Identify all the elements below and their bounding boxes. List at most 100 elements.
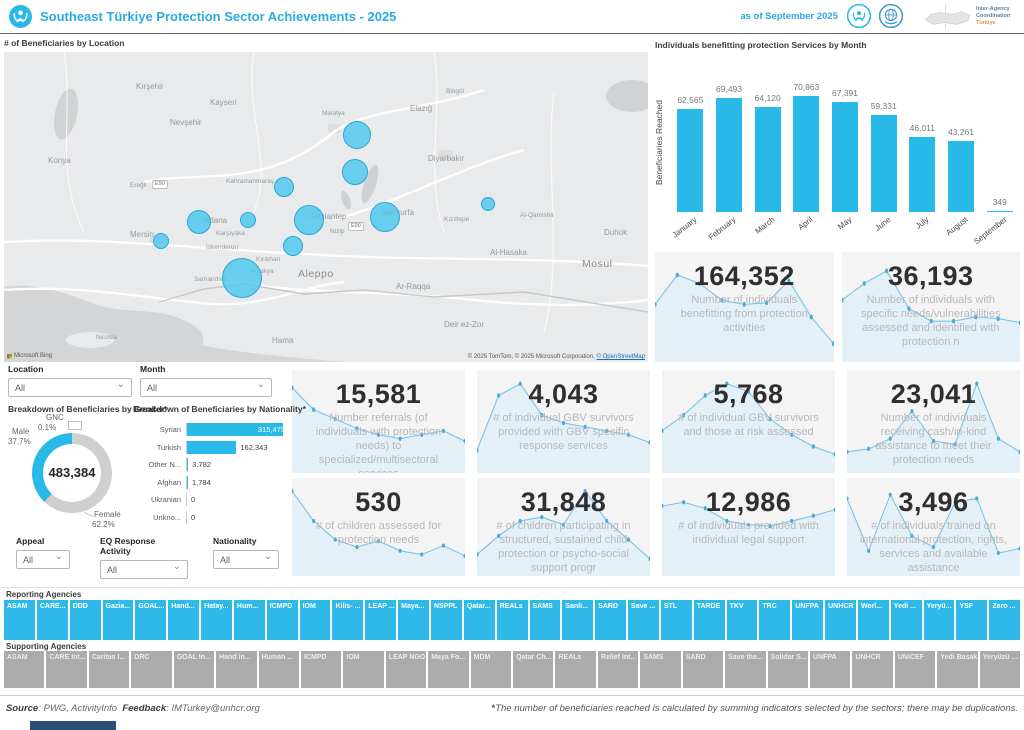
supporting-agency-tile[interactable]: MDM [470, 651, 512, 688]
supporting-agency-tile[interactable]: LEAP NGO [385, 651, 427, 688]
reporting-agency-tile[interactable]: UNHCR [825, 600, 856, 640]
reporting-agency-tile[interactable]: REALs [496, 600, 528, 640]
supporting-agency-tile[interactable]: REALs [555, 651, 596, 688]
reporting-agency-tile[interactable]: Hand... [168, 600, 200, 640]
reporting-agency-tile[interactable]: Zero ... [989, 600, 1021, 640]
appeal-dropdown[interactable]: All ⌄ [16, 550, 70, 569]
bar-march[interactable] [754, 106, 781, 212]
openstreetmap-link[interactable]: © OpenStreetMap [596, 354, 645, 360]
map-canvas[interactable]: Kırşehir Kayseri Nevşehir Konya Ereğli Kahram… [4, 52, 648, 362]
map-data-bubble[interactable] [342, 159, 368, 185]
reporting-agency-tile[interactable]: Save ... [628, 600, 659, 640]
reporting-agency-tile[interactable]: Yeryü... [923, 600, 955, 640]
reporting-agency-tile[interactable]: Sanli... [562, 600, 594, 640]
reporting-agency-tile[interactable]: TARDE [693, 600, 725, 640]
reporting-agency-tile[interactable]: SAMS [529, 600, 561, 640]
bar-april[interactable] [793, 95, 820, 212]
supporting-agency-tile[interactable]: UNFPA [810, 651, 851, 688]
reporting-agency-tile[interactable]: DDD [69, 600, 101, 640]
map-data-bubble[interactable] [153, 233, 169, 249]
supporting-agency-tile[interactable]: Yedi Basak [937, 651, 978, 688]
reporting-agency-tile[interactable]: GOAL... [135, 600, 167, 640]
reporting-agency-tile[interactable]: Kilis- ... [332, 600, 364, 640]
reporting-agency-tile[interactable]: Worl... [857, 600, 889, 640]
reporting-agency-tile[interactable]: Hatay... [201, 600, 232, 640]
map-data-bubble[interactable] [187, 210, 211, 234]
supporting-agency-tile[interactable]: Hand in... [216, 651, 257, 688]
supporting-agency-tile[interactable]: CARE Int... [46, 651, 87, 688]
nationality-dropdown[interactable]: All ⌄ [213, 550, 279, 569]
x-label-slot: January [671, 212, 710, 246]
supporting-agency-tile[interactable]: Human ... [258, 651, 299, 688]
map-data-bubble[interactable] [343, 121, 371, 149]
supporting-agency-tile[interactable]: Relief Int... [597, 651, 639, 688]
reporting-agency-tile[interactable]: UNFPA [792, 600, 824, 640]
bar-may[interactable] [832, 101, 859, 212]
nationality-category: Unkno... [153, 512, 181, 522]
reporting-agency-tile[interactable]: STL [660, 600, 692, 640]
bar-august[interactable] [948, 141, 975, 212]
monthly-chart-title: Individuals benefitting protection Servi… [655, 40, 867, 50]
supporting-agency-tile[interactable]: IOM [343, 651, 384, 688]
reporting-agency-tile[interactable]: SARD [595, 600, 627, 640]
filter-nationality: Nationality All ⌄ [213, 536, 279, 569]
x-label-slot: June [864, 212, 903, 246]
nationality-bar[interactable] [187, 458, 189, 472]
reporting-agency-tile[interactable]: YSF [956, 600, 988, 640]
month-dropdown[interactable]: All ⌄ [140, 378, 272, 397]
nationality-bar[interactable] [187, 475, 188, 489]
supporting-agency-tile[interactable]: SARD [682, 651, 724, 688]
nationality-bar[interactable] [187, 423, 283, 437]
supporting-agency-tile[interactable]: SAMS [640, 651, 681, 688]
reporting-agency-tile[interactable]: Qatar... [463, 600, 495, 640]
supporting-agency-tile[interactable]: GOAL In... [173, 651, 215, 688]
bar-january[interactable] [677, 109, 704, 212]
supporting-agency-tile[interactable]: Save the... [725, 651, 766, 688]
reporting-agency-tile[interactable]: CARE... [36, 600, 68, 640]
nationality-value: 0 [191, 495, 196, 505]
supporting-agency-tile[interactable]: DRC [131, 651, 172, 688]
bar-july[interactable] [909, 136, 936, 212]
reporting-agency-tile[interactable]: ICMPD [266, 600, 298, 640]
supporting-agency-tile[interactable]: Qatar Ch... [513, 651, 554, 688]
map-data-bubble[interactable] [240, 212, 256, 228]
reporting-agency-tile[interactable]: TKV [726, 600, 758, 640]
map-data-bubble[interactable] [222, 258, 262, 298]
nationality-value: 1,784 [192, 477, 211, 487]
supporting-agency-tile[interactable]: Yeryüzü ... [979, 651, 1021, 688]
supporting-agency-tile[interactable]: UNHCR [852, 651, 893, 688]
supporting-agency-tile[interactable]: ICMPD [300, 651, 342, 688]
nationality-bar[interactable] [187, 440, 237, 454]
reporting-agency-tile[interactable]: ASAM [4, 600, 35, 640]
location-dropdown[interactable]: All ⌄ [8, 378, 132, 397]
page-scrollbar[interactable] [30, 721, 116, 730]
bar-february[interactable] [716, 98, 742, 212]
bar-september[interactable] [986, 210, 1013, 212]
map-data-bubble[interactable] [274, 177, 294, 197]
map-data-bubble[interactable] [481, 197, 495, 211]
reporting-agency-tile[interactable]: IOM [299, 600, 331, 640]
reporting-agency-tile[interactable]: LEAP ... [365, 600, 397, 640]
supporting-agency-tile[interactable]: Solidar S... [767, 651, 809, 688]
kpi-row-top: 164,352 Number of individuals benefitting… [655, 252, 1020, 362]
bar-june[interactable] [870, 114, 897, 212]
map-data-bubble[interactable] [283, 236, 303, 256]
reporting-agency-tile[interactable]: TRC [759, 600, 791, 640]
eq-response-dropdown[interactable]: All ⌄ [100, 560, 188, 579]
bing-logo[interactable]: Microsoft Bing [7, 353, 52, 359]
map-data-bubble[interactable] [294, 205, 324, 235]
reporting-agency-tile[interactable]: Gazia... [102, 600, 134, 640]
reporting-agency-tile[interactable]: Yedi ... [890, 600, 922, 640]
male-pct: 37.7% [8, 437, 31, 446]
supporting-agency-tile[interactable]: Caritas I... [88, 651, 130, 688]
reporting-agency-tile[interactable]: Hum... [233, 600, 265, 640]
supporting-agency-tile[interactable]: ASAM [4, 651, 45, 688]
reporting-agency-tile[interactable]: NSPPL [430, 600, 462, 640]
donut[interactable] [32, 433, 112, 513]
reporting-agency-tile[interactable]: Maya... [398, 600, 429, 640]
map-data-bubble[interactable] [370, 202, 400, 232]
protection-cluster-icon [9, 5, 32, 28]
supporting-agency-tile[interactable]: Maya Fo... [428, 651, 469, 688]
supporting-agency-tile[interactable]: UNICEF [894, 651, 936, 688]
kpi-card: 31,848 # of children participating in str… [477, 478, 650, 576]
